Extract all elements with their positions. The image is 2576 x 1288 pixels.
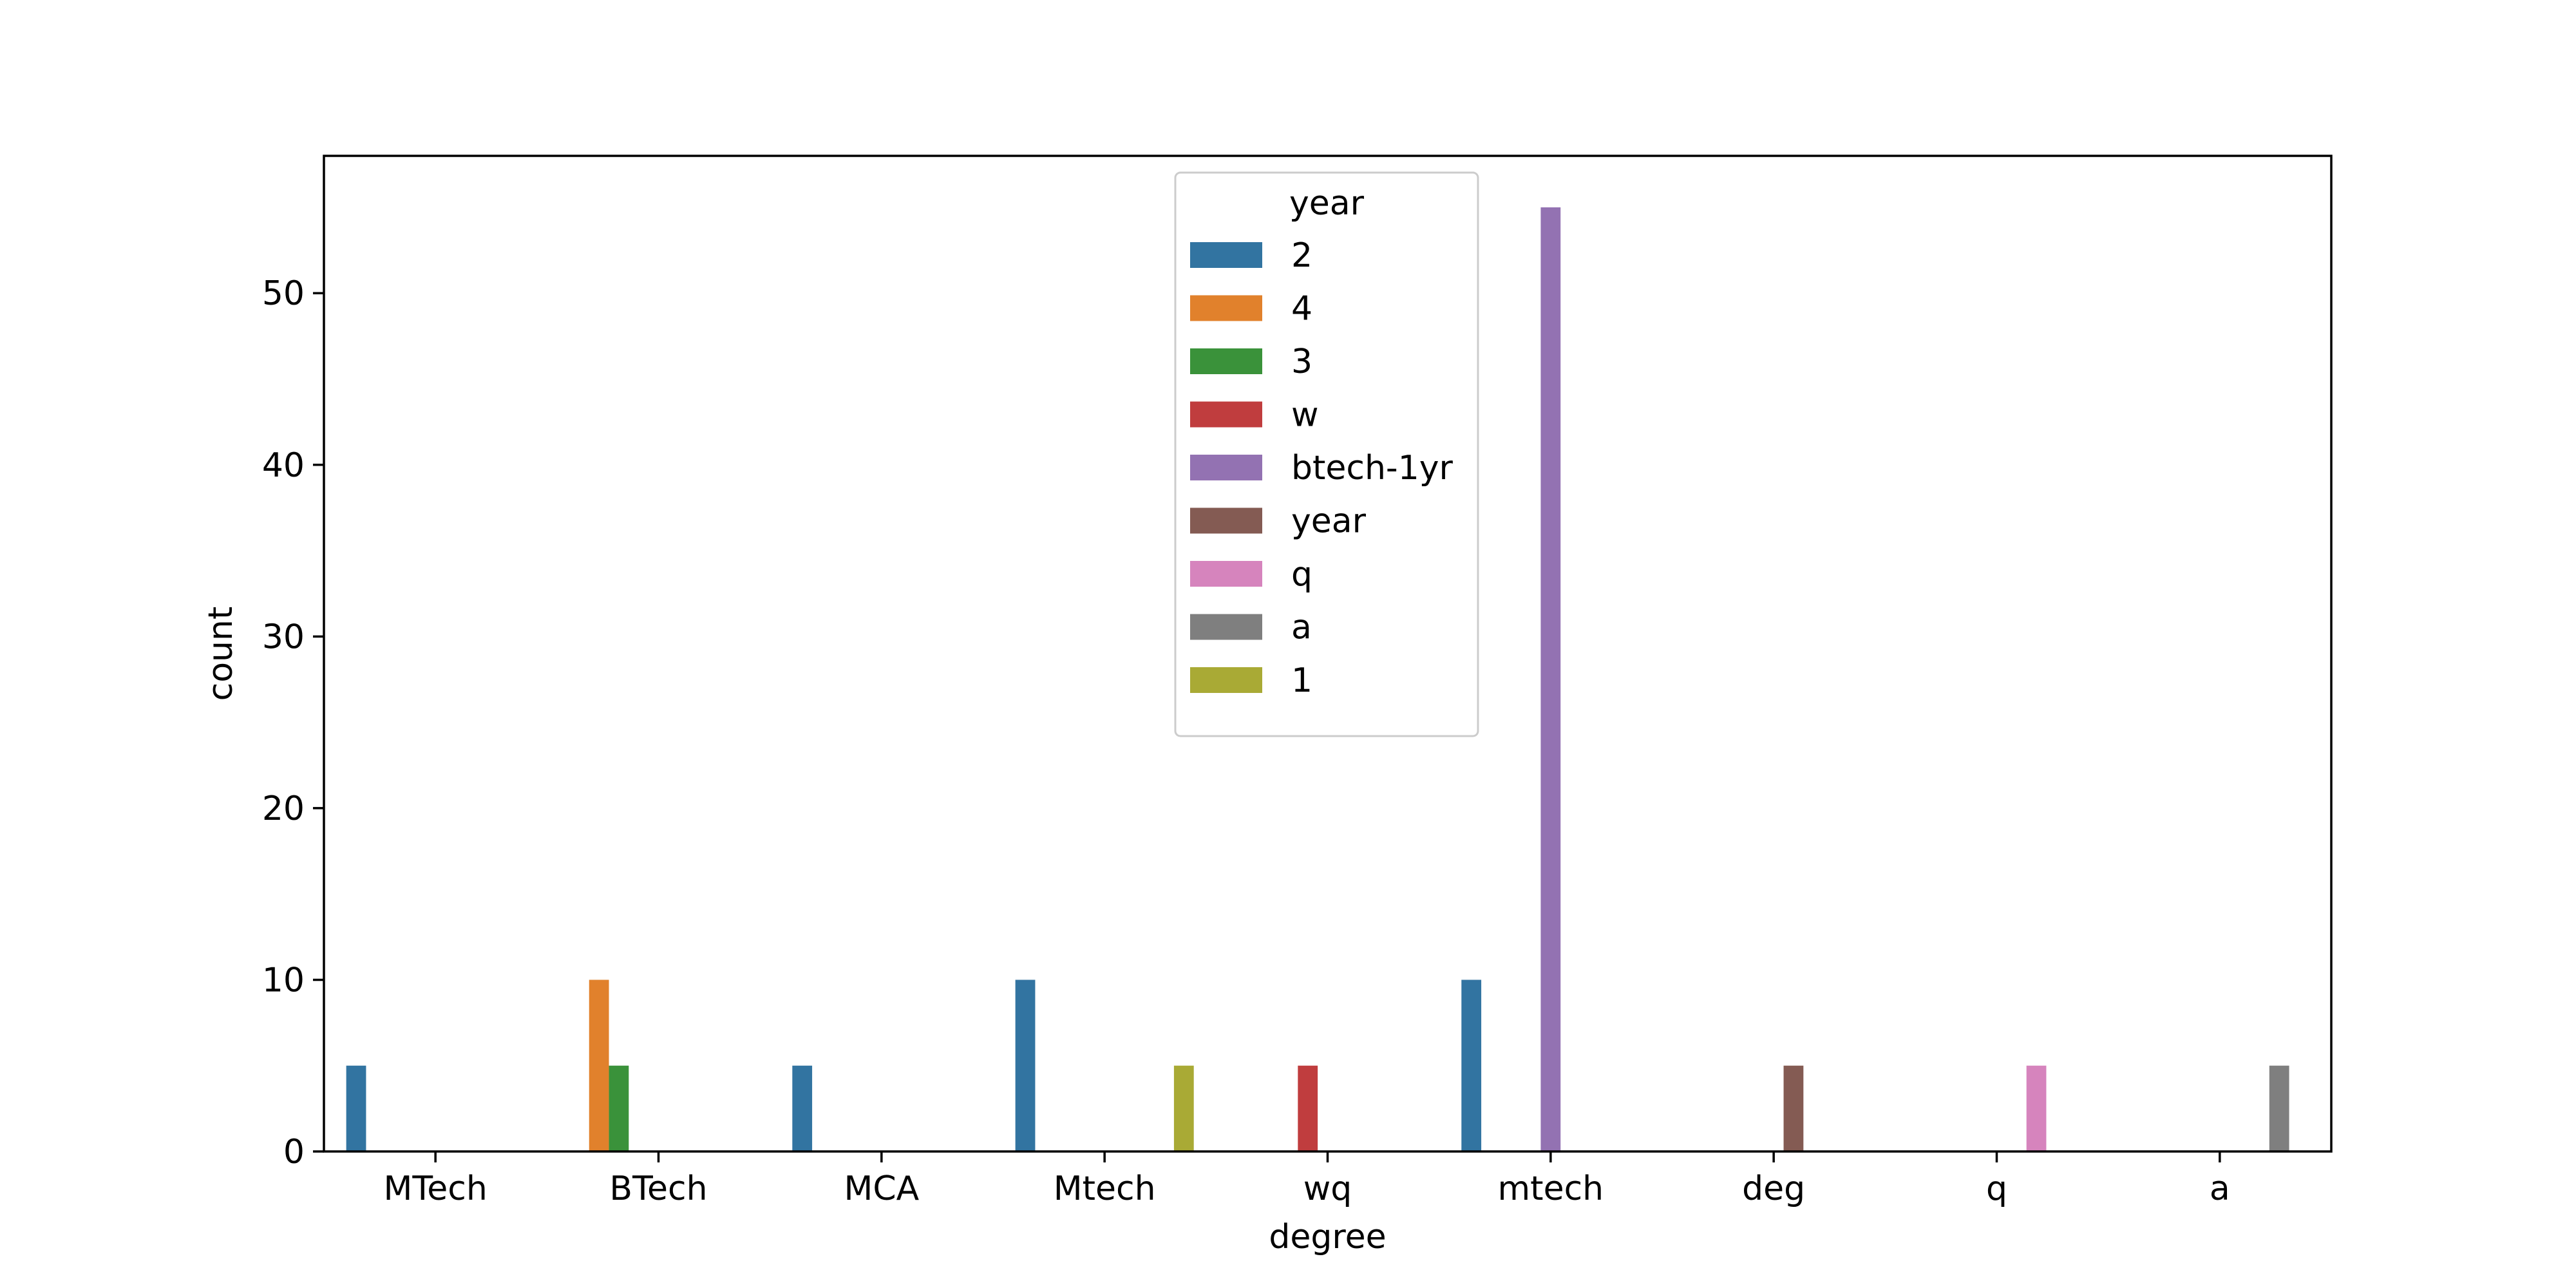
bar-Mtech-1 [1173, 1065, 1194, 1151]
x-axis-label: degree [1269, 1218, 1386, 1256]
bar-BTech-3 [609, 1065, 629, 1151]
bars-group [346, 207, 2289, 1151]
legend-swatch [1190, 401, 1262, 428]
legend-swatch [1190, 507, 1262, 534]
y-tick-label: 30 [262, 618, 305, 656]
legend-title: year [1289, 184, 1365, 223]
legend-entry-label: btech-1yr [1291, 449, 1454, 488]
y-tick-label: 50 [262, 274, 305, 313]
x-tick-label: BTech [609, 1170, 707, 1208]
legend-entry-label: a [1291, 609, 1312, 647]
legend-swatch [1190, 561, 1262, 587]
legend-swatch [1190, 295, 1262, 321]
bar-mtech-btech-1yr [1540, 207, 1561, 1151]
legend-swatch [1190, 348, 1262, 374]
legend-swatch [1190, 614, 1262, 640]
x-axis-ticks: MTech BTech MCA Mtech wq mtech deg q a [383, 1151, 2230, 1208]
x-tick-label: mtech [1498, 1170, 1604, 1208]
x-tick-label: MTech [383, 1170, 487, 1208]
bar-deg-year [1783, 1065, 1804, 1151]
legend-entry-label: 3 [1291, 343, 1312, 381]
bar-wq-w [1298, 1065, 1318, 1151]
y-axis-label: count [202, 607, 240, 701]
bar-a-a [2269, 1065, 2289, 1151]
x-tick-label: q [1986, 1170, 2007, 1208]
x-tick-label: MCA [844, 1170, 919, 1208]
y-tick-label: 40 [262, 446, 305, 485]
legend: year 2 4 3 w btech-1yr year qa 1 [1174, 171, 1479, 737]
x-tick-label: deg [1742, 1170, 1805, 1208]
bar-mtech-2 [1461, 980, 1482, 1151]
bar-MTech-2 [346, 1065, 366, 1151]
x-tick-label: a [2210, 1170, 2230, 1208]
legend-entry-label: w [1291, 396, 1319, 435]
legend-swatch [1190, 667, 1262, 693]
legend-entry-label: 4 [1291, 290, 1312, 328]
x-tick-label: Mtech [1054, 1170, 1156, 1208]
legend-entry-label: 2 [1291, 236, 1312, 275]
x-tick-label: wq [1303, 1170, 1352, 1208]
y-axis-ticks: 0 10 20 30 40 50 [262, 274, 324, 1171]
y-tick-label: 0 [283, 1133, 305, 1171]
legend-entry-label: year [1291, 502, 1367, 541]
legend-swatch [1190, 242, 1262, 268]
bar-BTech-4 [589, 980, 609, 1151]
y-tick-label: 10 [262, 961, 305, 999]
legend-entry-label: q [1291, 555, 1312, 594]
legend-swatch [1190, 455, 1262, 480]
bar-q-q [2026, 1065, 2047, 1151]
legend-entry-label: 1 [1291, 661, 1312, 700]
y-tick-label: 20 [262, 790, 305, 828]
bar-Mtech-2 [1015, 980, 1036, 1151]
bar-MCA-2 [792, 1065, 813, 1151]
legend-items: 2 4 3 w btech-1yr year qa 1 [1190, 236, 1454, 700]
